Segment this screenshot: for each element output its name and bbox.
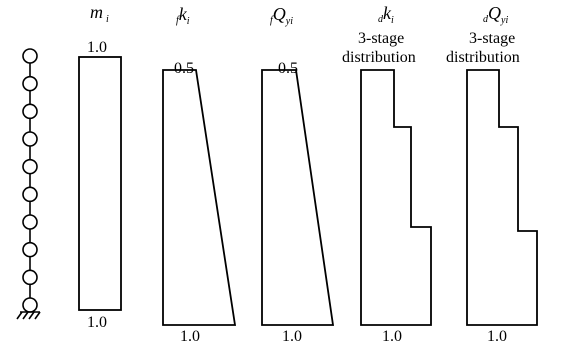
header-dk: dki 3-stage distribution xyxy=(342,3,416,66)
dq-line2: 3-stage xyxy=(469,30,515,47)
fk-shape xyxy=(162,69,237,326)
fixed-support-icon xyxy=(16,311,41,320)
svg-text:fQyi: fQyi xyxy=(270,4,293,27)
mass-nodes xyxy=(22,48,38,313)
mass-node xyxy=(22,103,38,120)
mass-node xyxy=(22,75,38,92)
mass-node xyxy=(22,214,38,230)
svg-text:fki: fki xyxy=(176,4,190,27)
m-bottom-label: 1.0 xyxy=(87,314,107,331)
fq-top-label: 0.5 xyxy=(278,60,298,77)
dq-bottom-label: 1.0 xyxy=(487,328,507,345)
dk-bottom-label: 1.0 xyxy=(382,328,402,345)
m-top-label: 1.0 xyxy=(87,39,107,56)
mass-shape xyxy=(78,56,122,311)
mass-node xyxy=(22,158,38,175)
dk-line3: distribution xyxy=(342,49,416,66)
fq-distribution: 0.5 1.0 xyxy=(261,60,335,345)
fk-bottom-label: 1.0 xyxy=(180,328,200,345)
mass-node xyxy=(22,241,38,258)
mass-node xyxy=(22,186,38,203)
mass-node xyxy=(22,297,38,313)
fq-shape xyxy=(261,69,335,326)
header-dq: dQyi 3-stage distribution xyxy=(446,3,520,66)
mass-distribution: 1.0 1.0 xyxy=(78,39,122,331)
lumped-mass-model xyxy=(16,48,41,320)
dk-distribution: 1.0 xyxy=(360,69,432,345)
svg-text:mi: mi xyxy=(90,2,109,25)
svg-text:dki: dki xyxy=(378,3,394,26)
dq-shape xyxy=(466,69,538,326)
fk-distribution: 0.5 1.0 xyxy=(162,60,237,345)
dk-line2: 3-stage xyxy=(358,30,404,47)
dq-line3: distribution xyxy=(446,49,520,66)
mass-node xyxy=(22,48,38,64)
dk-shape xyxy=(360,69,432,326)
fq-bottom-label: 1.0 xyxy=(282,328,302,345)
mass-node xyxy=(22,131,38,147)
fk-top-label: 0.5 xyxy=(174,60,194,77)
mass-node xyxy=(22,269,38,286)
dq-distribution: 1.0 xyxy=(466,69,538,345)
header-fq: fQyi xyxy=(270,4,293,27)
svg-text:dQyi: dQyi xyxy=(483,3,508,26)
header-fk: fki xyxy=(176,4,190,27)
